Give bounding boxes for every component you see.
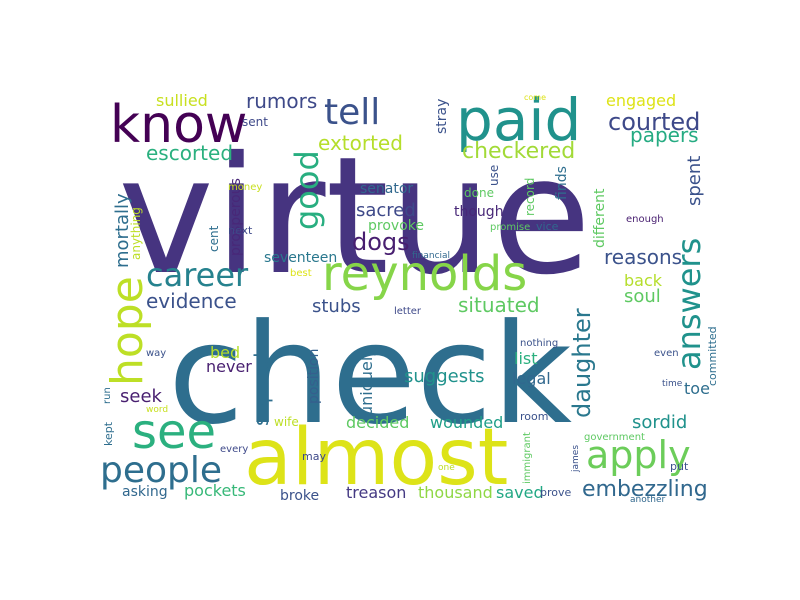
- word-evidence: evidence: [146, 289, 237, 313]
- word-sullied: sullied: [156, 91, 208, 110]
- word-escorted: escorted: [146, 141, 233, 165]
- word-stubs: stubs: [312, 296, 361, 317]
- word-prove: prove: [540, 486, 572, 499]
- word-cent: cent: [207, 225, 221, 252]
- word-even: even: [654, 348, 679, 359]
- word-use: use: [487, 165, 501, 186]
- word-back: back: [624, 271, 663, 290]
- word-engaged: engaged: [606, 91, 676, 110]
- word-dogs: dogs: [352, 228, 410, 256]
- word-vice: vice: [536, 220, 559, 233]
- word-though: though: [454, 204, 504, 220]
- word-sent: sent: [242, 115, 268, 129]
- word-money: money: [228, 182, 262, 193]
- word-promise: promise: [490, 222, 530, 233]
- word-run: run: [102, 387, 113, 404]
- word-reasons: reasons: [604, 245, 682, 269]
- word-embezzling: embezzling: [582, 477, 708, 502]
- word-almost: almost: [244, 413, 508, 503]
- word-separate: separate: [249, 338, 273, 426]
- word-paid: paid: [456, 86, 581, 154]
- word-treason: treason: [346, 483, 406, 502]
- word-hope: hope: [102, 276, 153, 386]
- word-may: may: [302, 450, 326, 463]
- word-check: check: [168, 294, 572, 455]
- word-pockets: pockets: [184, 481, 246, 500]
- word-seek: seek: [120, 386, 163, 407]
- word-daughter: daughter: [568, 308, 596, 418]
- word-reynolds: reynolds: [322, 246, 527, 302]
- word-james: james: [571, 445, 581, 473]
- word-mortally: mortally: [112, 193, 133, 268]
- word-put: put: [670, 460, 689, 473]
- word-time: time: [662, 379, 683, 389]
- word-know: know: [110, 95, 247, 155]
- word-saved: saved: [496, 483, 544, 502]
- word-provoke: provoke: [368, 218, 424, 234]
- word-room: room: [520, 410, 548, 423]
- word-sordid: sordid: [632, 412, 687, 433]
- word-bed: bed: [210, 343, 240, 362]
- word-next: next: [228, 224, 253, 237]
- word-every: every: [220, 444, 248, 455]
- word-soul: soul: [624, 286, 661, 307]
- word-checkered: checkered: [462, 139, 575, 164]
- word-prosperous: prosperous: [228, 178, 244, 256]
- word-legal: legal: [512, 369, 551, 388]
- word-answers: answers: [670, 238, 708, 370]
- word-rumors: rumors: [246, 89, 317, 113]
- word-word: word: [146, 405, 168, 415]
- word-nothing: nothing: [520, 338, 558, 349]
- word-record: record: [523, 178, 537, 216]
- word-letter: letter: [394, 306, 422, 317]
- word-another: another: [630, 495, 665, 505]
- word-people: people: [100, 450, 222, 491]
- word-government: government: [584, 432, 645, 443]
- word-different: different: [592, 188, 608, 248]
- word-wounded: wounded: [430, 413, 503, 432]
- word-spent: spent: [684, 156, 705, 206]
- word-asking: asking: [122, 484, 168, 500]
- word-broke: broke: [280, 488, 319, 504]
- word-virtue: virtue: [118, 123, 591, 311]
- word-thousand: thousand: [418, 483, 493, 502]
- word-best: best: [290, 268, 312, 279]
- word-uniquely: uniquely: [357, 347, 376, 416]
- word-way: way: [146, 348, 166, 359]
- word-anything: anything: [129, 207, 143, 260]
- word-good: good: [288, 150, 326, 230]
- word-enough: enough: [626, 214, 664, 225]
- word-wife: wife: [274, 415, 299, 429]
- word-senator: senator: [360, 181, 413, 197]
- word-stray: stray: [434, 99, 450, 134]
- word-apply: apply: [586, 433, 691, 477]
- word-list: list: [514, 349, 538, 368]
- word-done: done: [464, 186, 494, 200]
- word-committed: committed: [706, 326, 719, 386]
- word-papers: papers: [630, 123, 699, 147]
- word-position: position: [306, 349, 322, 404]
- word-kept: kept: [102, 421, 115, 446]
- word-tell: tell: [324, 92, 380, 133]
- word-never: never: [206, 357, 252, 376]
- word-financial: financial: [412, 251, 450, 261]
- word-situated: situated: [458, 293, 540, 317]
- word-seventeen: seventeen: [264, 250, 337, 266]
- word-career: career: [146, 256, 249, 294]
- word-sacred: sacred: [356, 200, 416, 221]
- word-courted: courted: [608, 108, 700, 136]
- word-suggests: suggests: [404, 366, 485, 387]
- word-extorted: extorted: [318, 131, 403, 155]
- word-toe: toe: [684, 379, 710, 398]
- word-finds: finds: [554, 166, 570, 200]
- word-immigrant: immigrant: [522, 432, 533, 484]
- word-come: come: [524, 93, 546, 102]
- word-see: see: [132, 404, 216, 460]
- word-decided: decided: [346, 413, 409, 432]
- word-one: one: [438, 463, 455, 473]
